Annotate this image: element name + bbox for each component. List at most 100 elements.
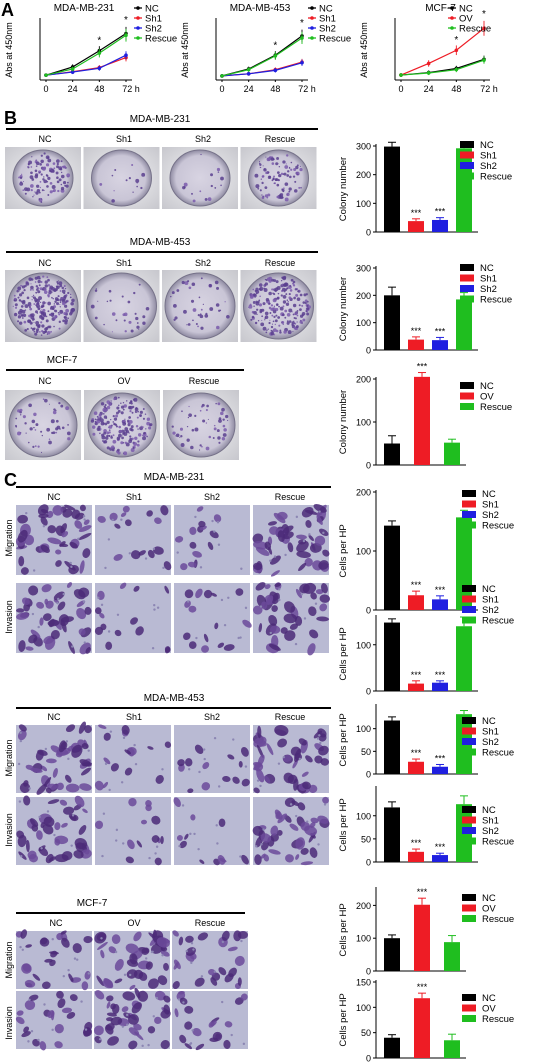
membrane-pore xyxy=(240,567,243,570)
membrane-pore xyxy=(302,539,306,543)
colony-dot xyxy=(125,429,130,434)
colony-dot xyxy=(49,285,54,290)
colony-dot xyxy=(30,171,33,175)
membrane-pore xyxy=(220,598,224,602)
colony-dot xyxy=(284,182,289,186)
cell-cluster xyxy=(135,626,144,636)
membrane-pore xyxy=(120,518,123,521)
colony-dot xyxy=(19,414,22,416)
y-tick-label: 0 xyxy=(366,1054,371,1064)
y-tick-label: 300 xyxy=(356,264,371,274)
colony-dot xyxy=(181,280,185,285)
colony-dot xyxy=(278,305,280,308)
cell-cluster xyxy=(221,930,230,941)
colony-dot xyxy=(121,295,124,298)
colony-dot xyxy=(282,160,286,164)
cell-cluster xyxy=(252,825,264,836)
cell-cluster xyxy=(261,601,268,610)
colony-dot xyxy=(292,175,296,178)
cell-cluster xyxy=(264,584,271,590)
colony-dot xyxy=(195,322,198,326)
legend-swatch xyxy=(462,727,476,735)
colony-dot xyxy=(111,312,116,316)
membrane-pore xyxy=(82,514,86,518)
colony-dot xyxy=(50,330,52,333)
micrograph xyxy=(174,797,250,865)
cell-cluster xyxy=(296,534,307,540)
series-line-sh1 xyxy=(221,61,303,77)
cell-cluster xyxy=(319,594,331,603)
x-tick-label: 24 xyxy=(68,84,78,94)
membrane-pore xyxy=(37,1038,40,1042)
colony-dot xyxy=(56,180,60,184)
cell-cluster xyxy=(222,775,231,782)
legend-entry: Rescue xyxy=(482,521,514,532)
bar-ov xyxy=(414,904,430,971)
colony-dot xyxy=(103,323,105,326)
cell-cluster xyxy=(102,781,109,789)
cell-cluster xyxy=(47,537,62,545)
colony-dot xyxy=(290,278,294,282)
membrane-pore xyxy=(32,569,36,572)
membrane-pore xyxy=(17,762,21,766)
colony-dot xyxy=(192,199,196,203)
significance-star: * xyxy=(454,35,458,46)
membrane-pore xyxy=(83,641,86,644)
colony-dot xyxy=(148,426,152,430)
legend-swatch xyxy=(460,151,474,159)
cell-cluster xyxy=(253,562,263,571)
colony-dot xyxy=(290,168,293,171)
cell-cluster xyxy=(24,979,36,988)
colony-dot xyxy=(102,422,105,425)
colony-dot xyxy=(298,290,301,292)
cell-cluster xyxy=(187,788,194,794)
legend-entry: Rescue xyxy=(482,837,514,848)
y-tick-label: 100 xyxy=(356,640,371,650)
colony-dot xyxy=(134,407,139,412)
y-axis-label: Cells per HP xyxy=(338,798,349,851)
colony-dot xyxy=(222,433,227,437)
colony-dot xyxy=(218,417,222,420)
cell-cluster xyxy=(41,981,51,990)
membrane-pore xyxy=(70,844,73,847)
colony-dot xyxy=(31,296,33,298)
colony-dot xyxy=(65,294,67,296)
colony-dot xyxy=(263,168,267,172)
membrane-pore xyxy=(239,636,242,639)
significance-stars: *** xyxy=(411,326,422,336)
membrane-pore xyxy=(151,647,155,650)
cell-cluster xyxy=(198,520,206,528)
cell-cluster xyxy=(85,647,91,654)
colony-dot xyxy=(180,443,185,447)
membrane-pore xyxy=(190,961,193,965)
colony-dot xyxy=(192,319,194,322)
colony-dot xyxy=(267,328,269,330)
colony-dot xyxy=(18,299,22,302)
cell-cluster xyxy=(79,504,86,512)
colony-dot xyxy=(137,428,139,430)
colony-dot xyxy=(61,301,66,306)
colony-dot xyxy=(273,288,276,291)
colony-dot xyxy=(272,309,277,314)
colony-dot xyxy=(277,179,280,182)
colony-dot xyxy=(292,303,297,308)
membrane-pore xyxy=(259,605,263,608)
cell-cluster xyxy=(17,514,28,524)
bar-sh2 xyxy=(432,599,448,610)
cell-cluster xyxy=(64,774,72,783)
cell-cluster xyxy=(197,932,209,941)
bar-sh1 xyxy=(408,851,424,862)
legend-swatch xyxy=(462,915,476,922)
membrane-pore xyxy=(73,957,77,960)
colony-dot xyxy=(277,316,281,319)
colony-dot xyxy=(108,431,111,434)
colony-dot xyxy=(40,173,43,176)
colony-dot xyxy=(39,180,42,183)
cell-cluster xyxy=(299,583,310,594)
membrane-pore xyxy=(182,1001,185,1004)
cell-cluster xyxy=(284,601,296,613)
colony-dot xyxy=(103,429,107,433)
cell-cluster xyxy=(119,582,127,589)
cell-cluster xyxy=(277,738,288,748)
